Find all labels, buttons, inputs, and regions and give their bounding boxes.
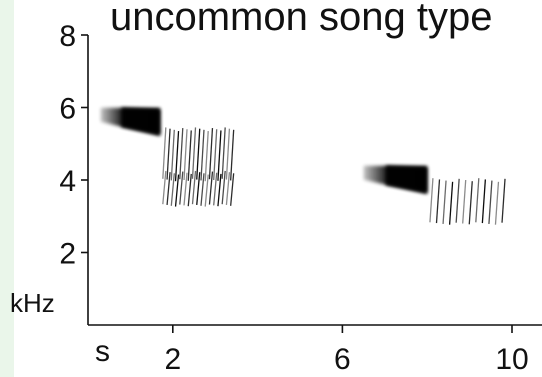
trill-note: [162, 170, 235, 207]
y-tick-label: 4: [59, 165, 76, 198]
left-margin-strip: [0, 0, 14, 377]
x-tick-label: 6: [334, 343, 351, 376]
tonal-note: [100, 107, 161, 136]
trill-note: [162, 127, 235, 182]
y-ticks: 2 4 6 8: [59, 20, 88, 271]
y-tick-label: 2: [59, 238, 76, 271]
y-tick-label: 6: [59, 93, 76, 126]
y-axis-unit-label: kHz: [10, 288, 55, 318]
song-notes: [100, 107, 506, 225]
x-ticks: 2 6 10: [164, 325, 529, 376]
x-tick-label: 10: [495, 343, 528, 376]
tonal-note: [363, 165, 428, 194]
x-start-label: s: [95, 335, 110, 368]
y-tick-label: 8: [59, 20, 76, 53]
trill-note: [429, 178, 506, 225]
chart-title: uncommon song type: [110, 0, 492, 39]
x-tick-label: 2: [164, 343, 181, 376]
